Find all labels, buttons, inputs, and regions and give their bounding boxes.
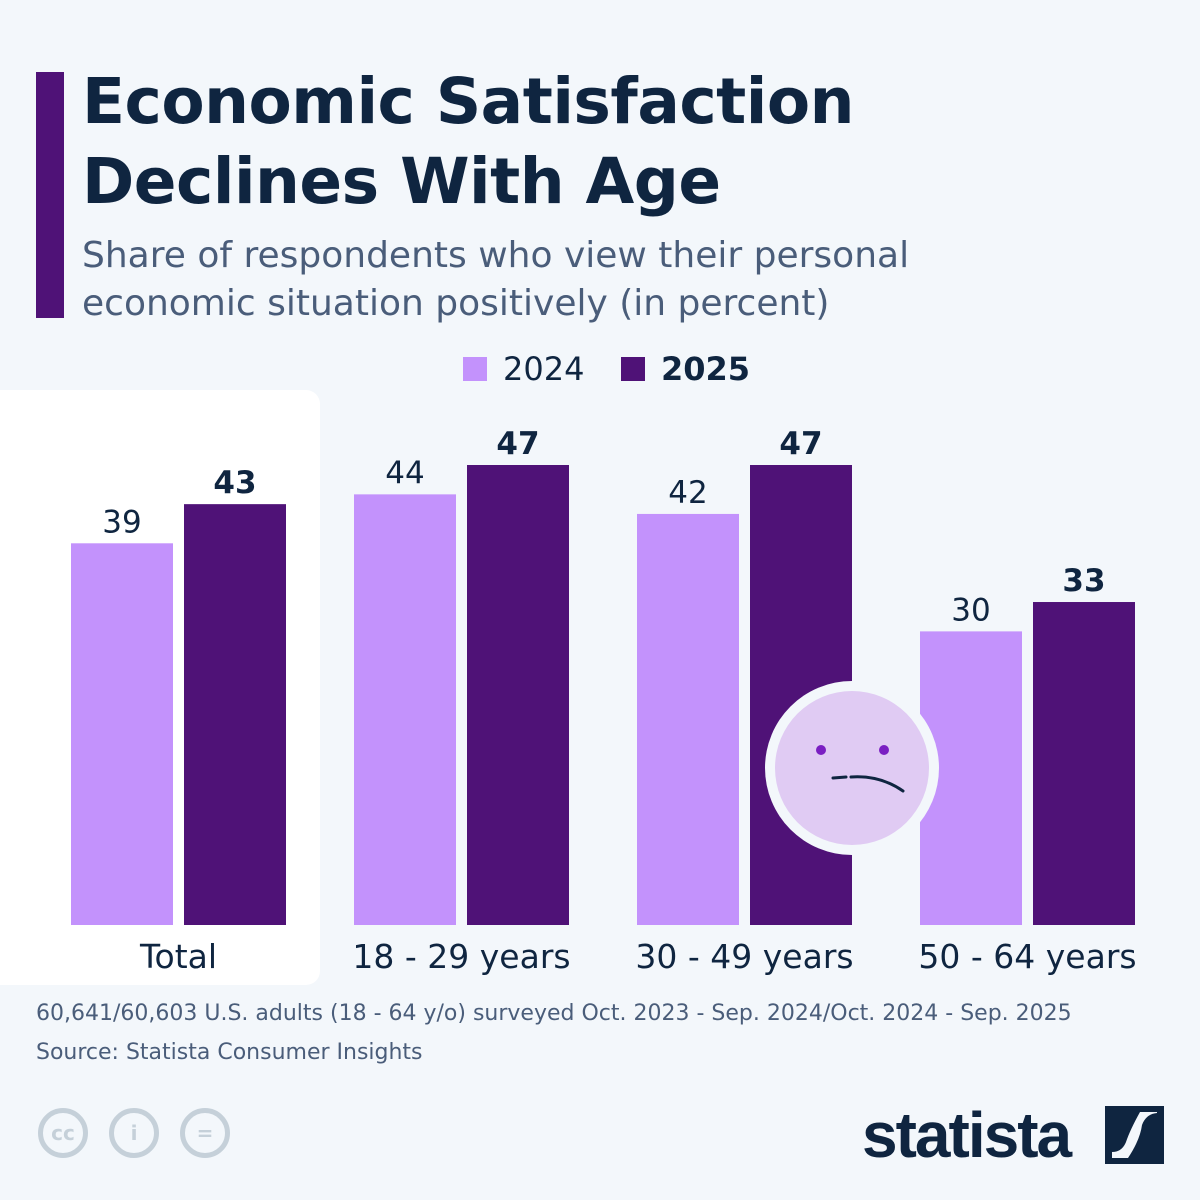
legend-2024: 2024 <box>463 350 584 388</box>
title-line: Economic Satisfaction <box>82 65 855 138</box>
bar-2024 <box>354 494 456 925</box>
bar-2024 <box>637 513 739 925</box>
sad-face-icon <box>775 691 929 845</box>
bar-2025 <box>184 504 286 925</box>
category-label: 18 - 29 years <box>352 937 570 976</box>
legend-swatch <box>463 357 487 381</box>
subtitle: Share of respondents who view their pers… <box>82 232 909 328</box>
data-label: 43 <box>213 465 256 501</box>
data-label: 33 <box>1062 563 1105 599</box>
by-icon: i <box>109 1108 159 1158</box>
category-label: 50 - 64 years <box>918 937 1136 976</box>
statista-logo: statista <box>862 1098 1072 1172</box>
category-label: 30 - 49 years <box>635 937 853 976</box>
nd-icon: = <box>180 1108 230 1158</box>
bar-2025 <box>1033 602 1135 925</box>
source-note: Source: Statista Consumer Insights <box>36 1040 423 1065</box>
subtitle-line: economic situation positively (in percen… <box>82 283 830 324</box>
legend-2025: 2025 <box>621 350 750 388</box>
bar-2024 <box>71 543 173 925</box>
logo-text: statista <box>862 1099 1072 1171</box>
bar-2025 <box>467 465 569 925</box>
title-line: Declines With Age <box>82 145 721 218</box>
data-label: 39 <box>102 504 141 540</box>
category-label: Total <box>139 937 217 976</box>
subtitle-line: Share of respondents who view their pers… <box>82 235 910 276</box>
data-label: 44 <box>385 455 424 491</box>
data-label: 47 <box>779 426 822 462</box>
cc-icon: cc <box>38 1108 88 1158</box>
legend-label: 2025 <box>661 350 751 388</box>
legend-swatch <box>621 357 645 381</box>
data-label: 42 <box>668 475 707 511</box>
bar-chart: 39 43 Total 44 47 18 - 29 years 42 47 30 - 49 ye… <box>71 426 1137 976</box>
data-label: 47 <box>496 426 539 462</box>
accent-bar <box>36 72 64 318</box>
survey-note: 60,641/60,603 U.S. adults (18 - 64 y/o) … <box>36 1001 1072 1026</box>
page-title: Economic Satisfaction Declines With Age <box>82 62 855 222</box>
legend-label: 2024 <box>503 350 585 388</box>
data-label: 30 <box>951 592 990 628</box>
